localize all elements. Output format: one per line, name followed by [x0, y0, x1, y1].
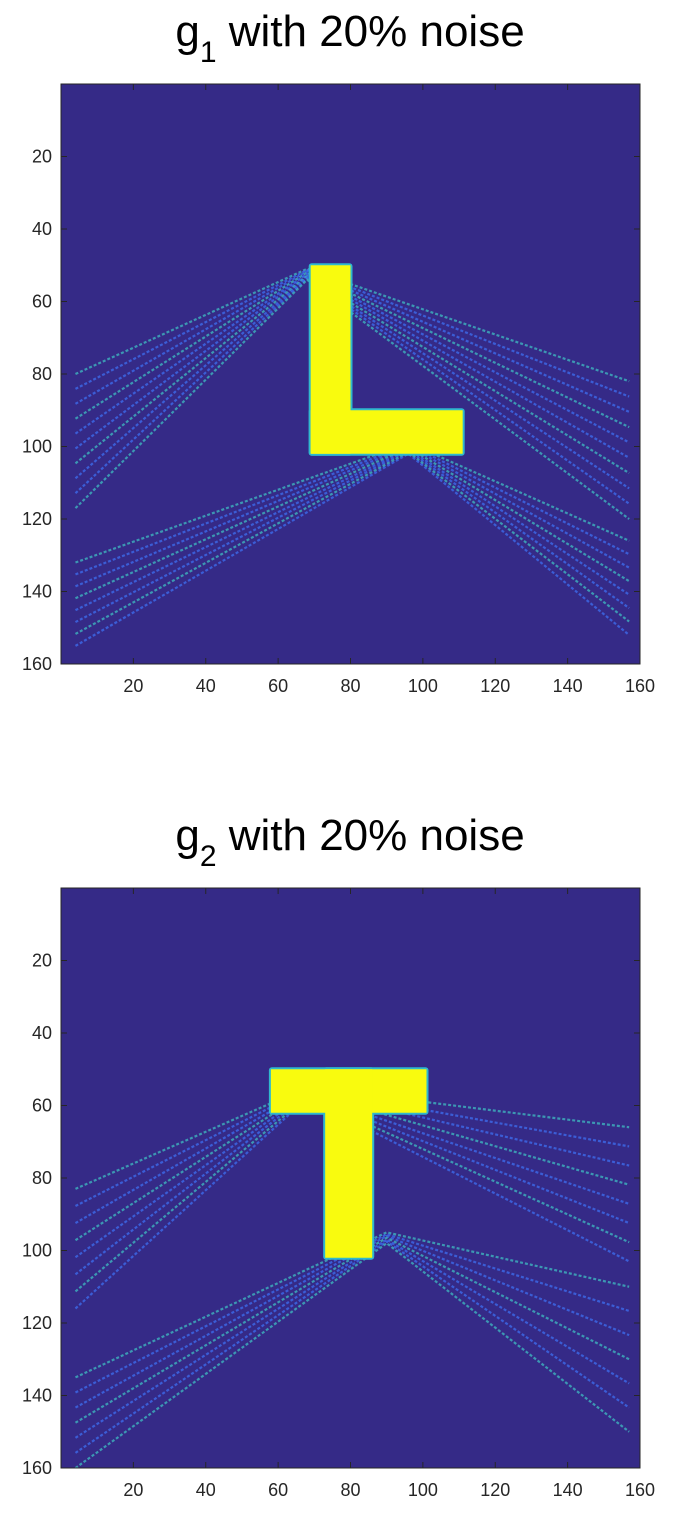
- streak-line: [74, 270, 630, 413]
- chart-title-g2: g2 with 20% noise: [175, 811, 524, 873]
- x-tick-label: 140: [553, 1480, 583, 1500]
- chart-g2: g2 with 20% noise 20 40 60 80 100 120 140 16020…: [22, 811, 655, 1500]
- shape-fill: [325, 1069, 373, 1258]
- streak-line: [75, 441, 630, 564]
- streak-line: [74, 1092, 630, 1259]
- x-tick-label: 60: [268, 676, 288, 696]
- y-tick-label: 100: [22, 1241, 52, 1261]
- streak-line: [74, 449, 630, 624]
- x-tick-label: 100: [408, 1480, 438, 1500]
- streak-line: [74, 273, 630, 459]
- streak-line: [74, 278, 630, 520]
- y-tick-label: 140: [22, 582, 52, 602]
- x-tick-label: 80: [340, 1480, 360, 1500]
- x-tick-label: 120: [480, 1480, 510, 1500]
- streak-line: [74, 1241, 630, 1468]
- y-tick-label: 40: [32, 219, 52, 239]
- y-tick-label: 40: [32, 1023, 52, 1043]
- plot-area-g2: 20 40 60 80 100 120 140 160 20 40 60 80 100 120 140 160: [22, 887, 655, 1500]
- plot-area-g1: 20 40 60 80 100 120 140 160 20 40 60 80 100 120 140 160: [22, 83, 655, 696]
- x-tick-label: 60: [268, 1480, 288, 1500]
- streak-line: [74, 1234, 630, 1409]
- streak-line: [74, 1238, 630, 1439]
- shape-L: [308, 263, 465, 456]
- shape-fill: [310, 410, 463, 454]
- y-tick-label: 100: [22, 437, 52, 457]
- x-tick-label: 20: [123, 676, 143, 696]
- x-tick-label: 160: [625, 676, 655, 696]
- x-tick-label: 20: [123, 1480, 143, 1500]
- y-tick-label: 160: [22, 654, 52, 674]
- streak-line: [74, 1236, 630, 1424]
- streak-line: [74, 268, 630, 398]
- streak-line: [74, 1233, 630, 1394]
- y-tick-label: 140: [22, 1386, 52, 1406]
- x-tick-label: 120: [480, 676, 510, 696]
- y-tick-label: 120: [22, 1313, 52, 1333]
- streak-line: [74, 450, 630, 635]
- y-tick-label: 80: [32, 364, 52, 384]
- y-tick-label: 60: [32, 292, 52, 312]
- x-tick-label: 100: [408, 676, 438, 696]
- x-tick-label: 160: [625, 1480, 655, 1500]
- streak-line: [74, 271, 630, 429]
- streak-line: [74, 272, 630, 444]
- y-tick-label: 20: [32, 147, 52, 167]
- x-tick-label: 40: [196, 1480, 216, 1500]
- streak-line: [75, 267, 630, 383]
- x-tick-label: 80: [340, 676, 360, 696]
- y-tick-label: 160: [22, 1458, 52, 1478]
- streak-line: [74, 1087, 630, 1207]
- y-tick-label: 120: [22, 509, 52, 529]
- x-tick-label: 140: [553, 676, 583, 696]
- shape-T: [268, 1067, 429, 1260]
- chart-g1: g1 with 20% noise 20 40 60 80 100 120 140 16020…: [22, 7, 655, 696]
- x-tick-label: 40: [196, 676, 216, 696]
- streak-line: [74, 1090, 630, 1242]
- chart-title-g1: g1 with 20% noise: [175, 7, 524, 69]
- y-tick-label: 80: [32, 1168, 52, 1188]
- y-tick-label: 20: [32, 951, 52, 971]
- streak-line: [74, 1240, 630, 1454]
- streak-line: [74, 447, 630, 612]
- y-tick-label: 60: [32, 1096, 52, 1116]
